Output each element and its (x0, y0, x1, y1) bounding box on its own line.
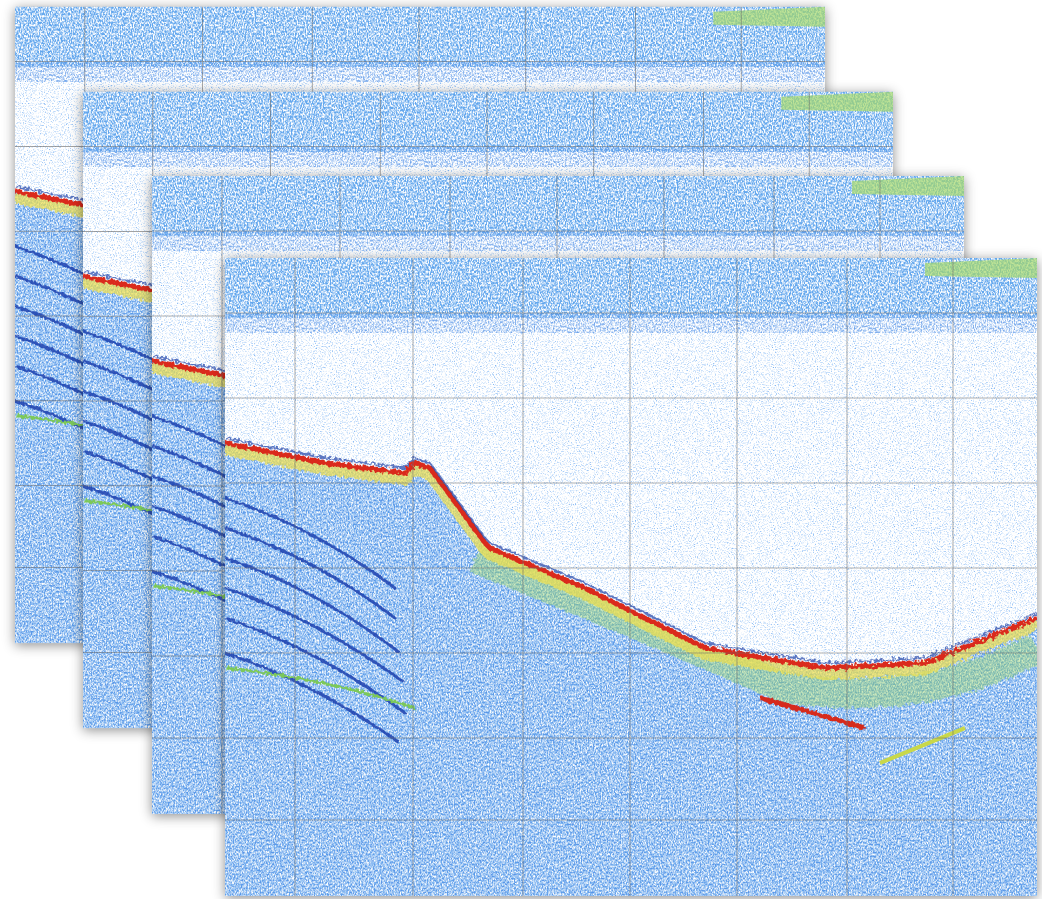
echogram-panel (225, 258, 1037, 896)
echogram-stack (0, 0, 1042, 899)
stack-canvas (0, 0, 1042, 899)
